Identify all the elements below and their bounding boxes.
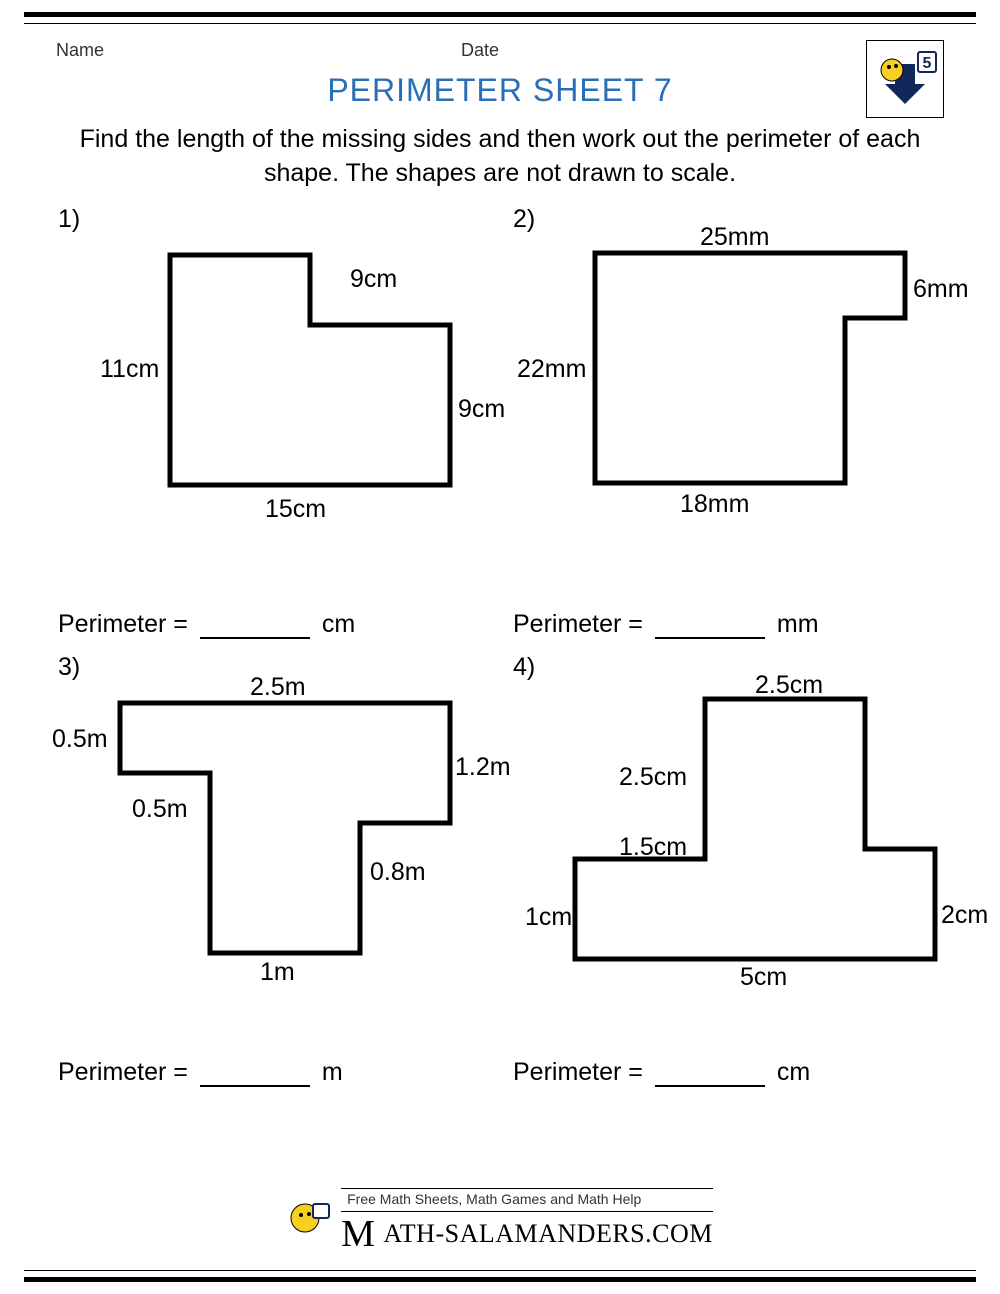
answer-unit: m xyxy=(322,1058,343,1087)
dimension-label: 22mm xyxy=(517,355,586,384)
dimension-label: 2cm xyxy=(941,901,988,930)
content: Name Date 5 PERIMETER SHEET 7 Find the l… xyxy=(24,23,976,1271)
grade-number: 5 xyxy=(923,55,932,72)
dimension-label: 1.5cm xyxy=(619,833,687,862)
answer-prefix: Perimeter = xyxy=(58,610,188,639)
dimension-label: 0.8m xyxy=(370,858,426,887)
dimension-label: 11cm xyxy=(100,355,159,384)
answer-blank[interactable] xyxy=(655,1064,765,1087)
brand-m: M xyxy=(341,1212,375,1256)
page: Name Date 5 PERIMETER SHEET 7 Find the l… xyxy=(24,12,976,1282)
footer-salamander-icon xyxy=(287,1200,331,1244)
answer-line: Perimeter = cm xyxy=(513,1058,810,1087)
dimension-label: 9cm xyxy=(458,395,505,424)
answer-unit: mm xyxy=(777,610,819,639)
dimension-label: 5cm xyxy=(740,963,787,992)
problem-4: 4)2.5cm2.5cm1.5cm1cm2cm5cmPerimeter =cm xyxy=(505,653,950,1093)
answer-line: Perimeter = m xyxy=(58,1058,343,1087)
dimension-label: 6mm xyxy=(913,275,969,304)
answer-blank[interactable] xyxy=(200,616,310,639)
shape-wrap: 9cm11cm9cm15cm xyxy=(50,205,495,645)
dimension-label: 2.5cm xyxy=(755,671,823,700)
dimension-label: 25mm xyxy=(700,223,769,252)
answer-blank[interactable] xyxy=(200,1064,310,1087)
dimension-label: 1.2m xyxy=(455,753,511,782)
problems-grid: 1)9cm11cm9cm15cmPerimeter =cm2)25mm6mm22… xyxy=(48,201,952,1093)
instructions: Find the length of the missing sides and… xyxy=(48,123,952,201)
answer-line: Perimeter = mm xyxy=(513,610,819,639)
shape xyxy=(585,243,925,493)
rule-bottom xyxy=(24,1277,976,1281)
answer-prefix: Perimeter = xyxy=(513,610,643,639)
dimension-label: 2.5m xyxy=(250,673,306,702)
grade-badge: 5 xyxy=(866,40,944,118)
footer-tagline: Free Math Sheets, Math Games and Math He… xyxy=(347,1191,641,1207)
shape-wrap: 25mm6mm22mm18mm xyxy=(505,205,950,645)
footer: Free Math Sheets, Math Games and Math He… xyxy=(24,1188,976,1256)
answer-blank[interactable] xyxy=(655,616,765,639)
answer-prefix: Perimeter = xyxy=(58,1058,188,1087)
answer-unit: cm xyxy=(777,1058,810,1087)
salamander-icon: 5 xyxy=(870,44,940,114)
answer-prefix: Perimeter = xyxy=(513,1058,643,1087)
shape-wrap: 2.5m0.5m1.2m0.5m0.8m1m xyxy=(50,653,495,1093)
rule-top xyxy=(24,13,976,17)
shape xyxy=(110,693,470,973)
dimension-label: 0.5m xyxy=(52,725,108,754)
dimension-label: 0.5m xyxy=(132,795,188,824)
shape-wrap: 2.5cm2.5cm1.5cm1cm2cm5cm xyxy=(505,653,950,1093)
dimension-label: 18mm xyxy=(680,490,749,519)
footer-brand: M ATH-SALAMANDERS.COM xyxy=(341,1212,713,1256)
problem-3: 3)2.5m0.5m1.2m0.5m0.8m1mPerimeter =m xyxy=(50,653,495,1093)
dimension-label: 15cm xyxy=(265,495,326,524)
date-label: Date xyxy=(461,40,866,61)
answer-unit: cm xyxy=(322,610,355,639)
dimension-label: 1cm xyxy=(525,903,572,932)
page-title: PERIMETER SHEET 7 xyxy=(48,72,952,109)
name-label: Name xyxy=(56,40,461,61)
brand-rest: ATH-SALAMANDERS.COM xyxy=(383,1219,712,1249)
shape xyxy=(160,245,460,495)
dimension-label: 2.5cm xyxy=(619,763,687,792)
dimension-label: 1m xyxy=(260,958,295,987)
answer-line: Perimeter = cm xyxy=(58,610,355,639)
dimension-label: 9cm xyxy=(350,265,397,294)
problem-2: 2)25mm6mm22mm18mmPerimeter =mm xyxy=(505,205,950,645)
problem-1: 1)9cm11cm9cm15cmPerimeter =cm xyxy=(50,205,495,645)
